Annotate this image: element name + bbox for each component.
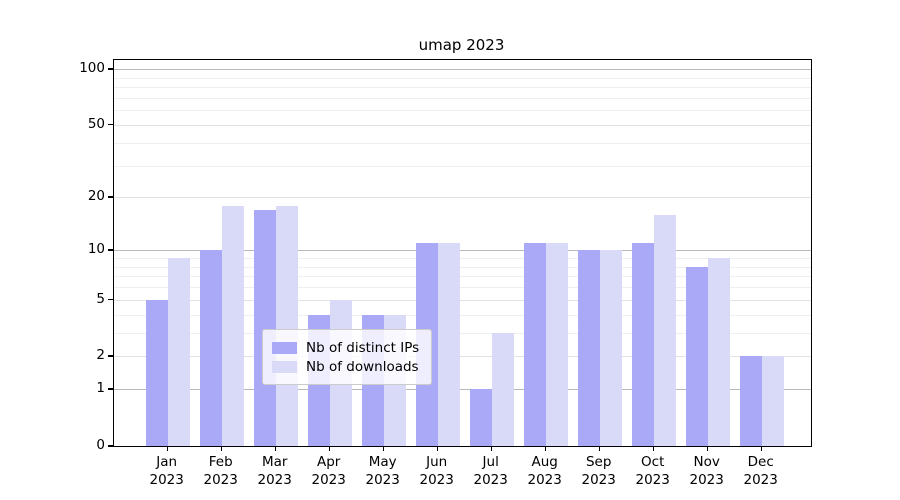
gridline-minor bbox=[114, 276, 811, 278]
gridline-minor bbox=[114, 97, 811, 99]
bar-distinct-ips bbox=[145, 299, 168, 446]
bar-downloads bbox=[167, 258, 190, 446]
x-tick-mark bbox=[166, 446, 169, 451]
gridline-minor bbox=[114, 314, 811, 316]
y-tick-label: 50 bbox=[87, 115, 105, 132]
gridline-minor bbox=[114, 165, 811, 167]
bar-downloads bbox=[221, 205, 244, 446]
legend-item-downloads: Nb of downloads bbox=[272, 358, 422, 375]
y-tick-label: 10 bbox=[87, 241, 105, 258]
bar-downloads bbox=[653, 214, 676, 446]
gridline-major bbox=[114, 299, 811, 301]
x-tick-label: Nov 2023 bbox=[689, 454, 724, 488]
y-tick-label: 20 bbox=[87, 188, 105, 205]
y-tick-label: 100 bbox=[79, 60, 105, 77]
gridline-minor bbox=[114, 257, 811, 259]
gridline-major bbox=[114, 356, 811, 358]
chart-title: umap 2023 bbox=[418, 36, 505, 54]
x-tick-label: Jan 2023 bbox=[149, 454, 184, 488]
x-tick-label: Jul 2023 bbox=[473, 454, 508, 488]
gridline-minor bbox=[114, 332, 811, 334]
x-tick-mark bbox=[274, 446, 277, 451]
bar-distinct-ips bbox=[523, 243, 546, 446]
x-tick-label: Feb 2023 bbox=[203, 454, 238, 488]
x-tick-label: Mar 2023 bbox=[257, 454, 292, 488]
x-tick-mark bbox=[544, 446, 547, 451]
bar-distinct-ips bbox=[199, 250, 222, 446]
x-tick-mark bbox=[706, 446, 709, 451]
bar-distinct-ips bbox=[253, 210, 276, 446]
bar-distinct-ips bbox=[631, 243, 654, 446]
x-tick-label: Jun 2023 bbox=[419, 454, 454, 488]
x-tick-mark bbox=[652, 446, 655, 451]
x-tick-mark bbox=[328, 446, 331, 451]
bar-downloads bbox=[707, 258, 730, 446]
legend-label-downloads: Nb of downloads bbox=[306, 358, 419, 375]
x-tick-label: Sep 2023 bbox=[581, 454, 616, 488]
y-tick-mark bbox=[108, 355, 113, 357]
bar-downloads bbox=[491, 332, 514, 446]
bar-downloads bbox=[275, 205, 298, 446]
x-tick-label: Oct 2023 bbox=[635, 454, 670, 488]
gridline-minor bbox=[114, 266, 811, 268]
legend-swatch-downloads bbox=[272, 360, 297, 373]
legend: Nb of distinct IPs Nb of downloads bbox=[262, 329, 432, 385]
gridline-minor bbox=[114, 287, 811, 289]
bar-downloads bbox=[761, 356, 784, 446]
gridline-major bbox=[114, 250, 811, 252]
bar-distinct-ips bbox=[739, 356, 762, 446]
y-tick-mark bbox=[108, 298, 113, 301]
y-tick-mark bbox=[108, 196, 113, 198]
gridline-major bbox=[114, 124, 811, 126]
legend-swatch-ips bbox=[272, 341, 297, 354]
gridline-major bbox=[114, 197, 811, 199]
x-tick-mark bbox=[598, 446, 601, 451]
y-tick-mark bbox=[108, 249, 113, 251]
gridline-major bbox=[114, 69, 811, 71]
x-tick-mark bbox=[382, 446, 385, 451]
y-tick-label: 1 bbox=[96, 380, 105, 397]
y-tick-mark bbox=[108, 445, 113, 447]
bar-distinct-ips bbox=[469, 389, 492, 446]
y-tick-label: 2 bbox=[96, 347, 105, 364]
plot-area bbox=[113, 59, 812, 447]
x-tick-label: May 2023 bbox=[365, 454, 400, 488]
y-tick-label: 0 bbox=[96, 437, 105, 453]
legend-label-ips: Nb of distinct IPs bbox=[306, 339, 420, 356]
x-tick-mark bbox=[436, 446, 439, 451]
y-tick-mark bbox=[108, 123, 113, 126]
bar-distinct-ips bbox=[685, 266, 708, 446]
gridline-minor bbox=[114, 110, 811, 112]
bar-distinct-ips bbox=[577, 250, 600, 446]
y-tick-label: 5 bbox=[96, 290, 105, 307]
bar-downloads bbox=[437, 243, 460, 446]
x-tick-label: Aug 2023 bbox=[527, 454, 562, 488]
bar-downloads bbox=[545, 243, 568, 446]
gridline-minor bbox=[114, 87, 811, 89]
gridline-minor bbox=[114, 142, 811, 144]
gridline-major bbox=[114, 389, 811, 391]
bar-downloads bbox=[599, 250, 622, 446]
gridline-minor bbox=[114, 77, 811, 79]
y-tick-mark bbox=[108, 388, 113, 390]
x-tick-mark bbox=[760, 446, 763, 451]
x-tick-label: Apr 2023 bbox=[311, 454, 346, 488]
y-tick-mark bbox=[108, 68, 113, 70]
legend-item-distinct-ips: Nb of distinct IPs bbox=[272, 339, 422, 356]
x-tick-mark bbox=[220, 446, 223, 451]
x-tick-label: Dec 2023 bbox=[743, 454, 778, 488]
x-tick-mark bbox=[490, 446, 493, 451]
